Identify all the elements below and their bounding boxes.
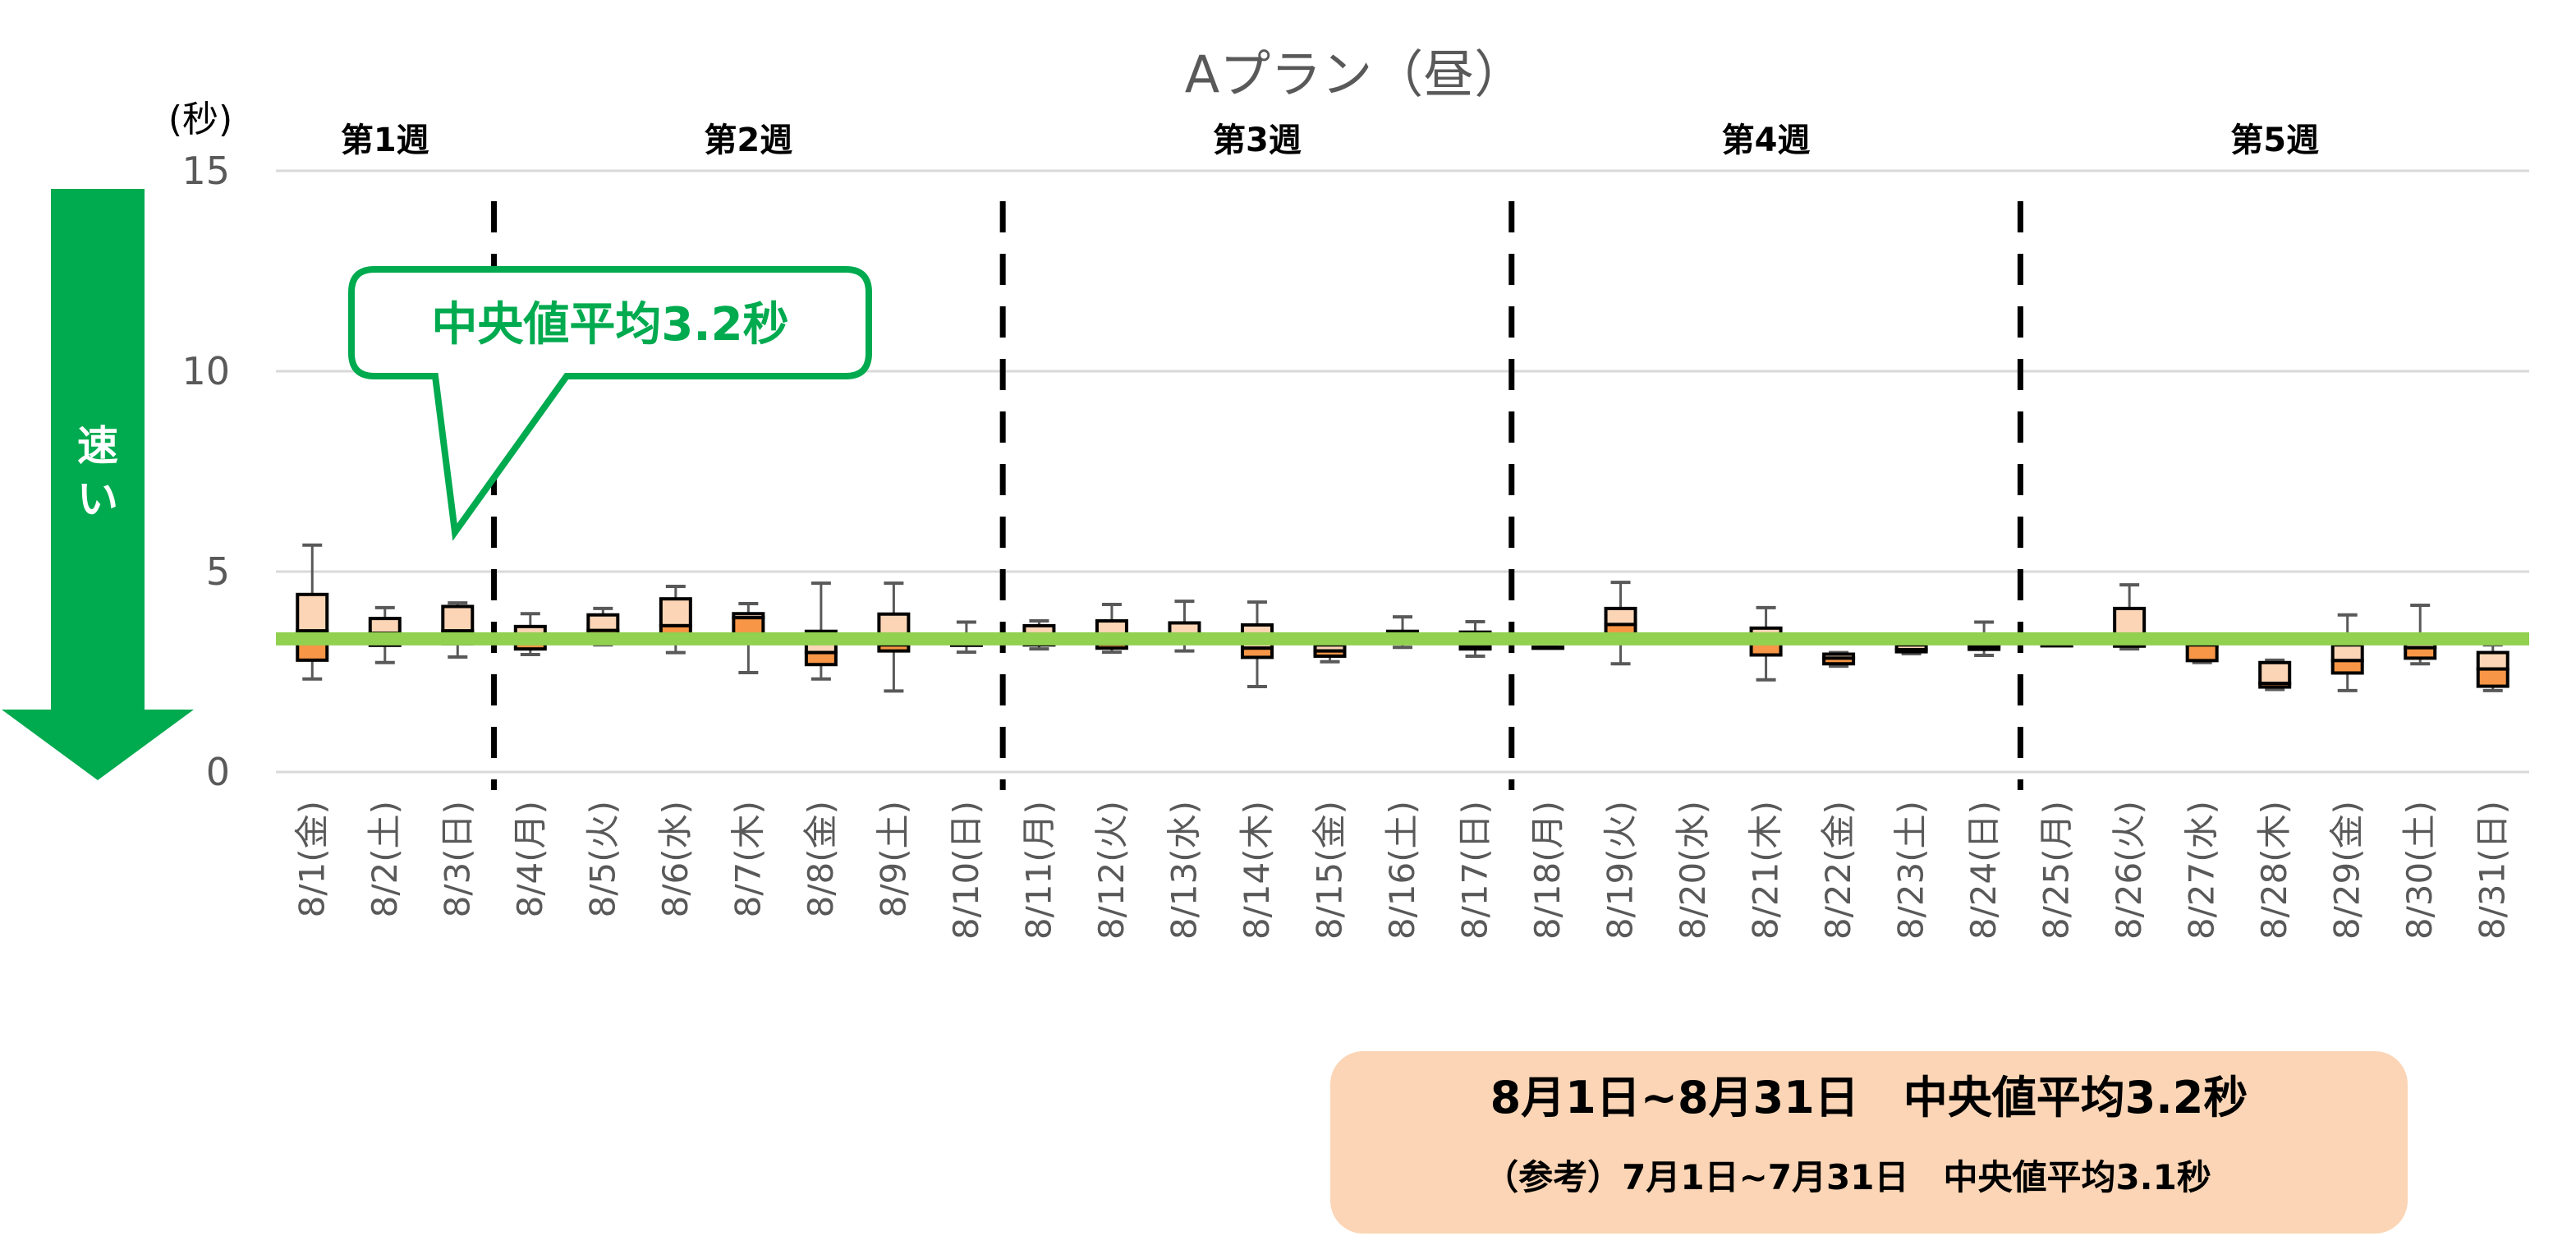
summary-line-2: （参考）7月1日~7月31日 中央値平均3.1秒 [1484, 1157, 2211, 1197]
box-upper [1604, 606, 1637, 627]
y-tick-label: 15 [181, 149, 230, 193]
summary-box: 8月1日~8月31日 中央値平均3.2秒 （参考）7月1日~7月31日 中央値平… [1330, 1051, 2408, 1234]
box-22 [1894, 643, 1928, 656]
box-upper [2258, 660, 2292, 686]
chart-title: Aプラン（昼） [1185, 44, 1525, 104]
x-tick-label: 8/3(日) [437, 801, 477, 917]
y-axis-label: (秒) [168, 99, 232, 140]
box-upper [659, 597, 692, 627]
x-tick-label: 8/18(月) [1527, 801, 1568, 940]
box-upper [296, 592, 329, 633]
box-7 [804, 581, 838, 681]
x-tick-label: 8/26(火) [2109, 801, 2149, 940]
box-26 [2185, 643, 2219, 664]
x-tick-label: 8/12(火) [1091, 801, 1132, 940]
x-tick-label: 8/28(木) [2254, 801, 2294, 940]
x-tick-label: 8/4(月) [510, 801, 550, 917]
x-tick-label: 8/15(金) [1309, 801, 1349, 940]
arrow-label-2: い [77, 476, 118, 523]
x-tick-label: 8/17(日) [1455, 801, 1495, 940]
x-tick-label: 8/20(水) [1673, 801, 1713, 940]
down-arrow-icon [2, 189, 194, 780]
box-lower [804, 650, 838, 667]
x-tick-label: 8/10(日) [946, 801, 986, 940]
x-tick-label: 8/21(木) [1746, 801, 1786, 940]
x-tick-label: 8/6(水) [655, 801, 696, 917]
x-tick-label: 8/25(月) [2036, 801, 2077, 940]
x-tick-label: 8/2(土) [365, 801, 405, 917]
box-14 [1313, 641, 1347, 664]
x-tick-label: 8/14(木) [1237, 801, 1277, 940]
week-label: 第4週 [1722, 122, 1811, 159]
x-tick-label: 8/24(日) [1963, 801, 2004, 940]
box-28 [2330, 613, 2364, 692]
x-tick-label: 8/13(水) [1164, 801, 1204, 940]
box-18 [1604, 581, 1637, 666]
x-tick-label: 8/11(月) [1018, 801, 1058, 940]
box-lower [1313, 649, 1347, 658]
x-tick-label: 8/19(火) [1600, 801, 1641, 940]
box-lower [2330, 659, 2364, 675]
boxes [276, 543, 2529, 693]
x-tick-label: 8/8(金) [801, 801, 841, 917]
faster-arrow: 速 い [2, 189, 194, 780]
y-tick-label: 5 [206, 549, 230, 594]
week-label: 第1週 [341, 122, 429, 159]
week-separators [491, 201, 2023, 790]
week-label: 第5週 [2230, 122, 2319, 159]
box-upper [441, 604, 475, 633]
box-lower [1894, 648, 1928, 654]
box-17 [1531, 646, 1565, 650]
box-lower [1968, 645, 2001, 651]
summary-background [1330, 1051, 2408, 1234]
x-tick-label: 8/27(水) [2182, 801, 2222, 940]
summary-line-1: 8月1日~8月31日 中央値平均3.2秒 [1490, 1072, 2248, 1123]
x-tick-label: 8/29(金) [2327, 801, 2367, 940]
x-tick-label: 8/16(土) [1382, 801, 1422, 940]
x-tick-label: 8/30(土) [2399, 801, 2440, 940]
x-tick-label: 8/9(土) [873, 801, 913, 917]
y-tick-label: 0 [206, 750, 230, 794]
box-upper [2330, 643, 2364, 663]
gridlines [276, 169, 2529, 774]
arrow-label-1: 速 [77, 422, 118, 470]
y-tick-labels: 0 5 10 15 [181, 149, 230, 794]
week-label: 第3週 [1213, 122, 1302, 159]
x-tick-label: 8/7(木) [728, 801, 768, 917]
box-lower [2404, 646, 2437, 660]
y-tick-label: 10 [181, 349, 230, 393]
box-upper [368, 617, 402, 636]
box-21 [1822, 650, 1856, 669]
box-lower [1458, 645, 1492, 651]
week-label: 第2週 [704, 122, 792, 159]
x-tick-labels: 8/1(金) 8/2(土) 8/3(日) 8/4(月) 8/5(火) 8/6(水) 8/7(… [292, 801, 2512, 940]
callout-bubble [348, 266, 872, 541]
box-30 [2476, 643, 2509, 692]
box-5 [659, 585, 692, 655]
box-lower [2258, 682, 2292, 689]
x-tick-label: 8/23(土) [1891, 801, 1931, 940]
box-2 [441, 601, 475, 659]
box-27 [2258, 658, 2292, 692]
callout: 中央値平均3.2秒 [348, 266, 872, 541]
box-lower [1822, 656, 1856, 666]
x-tick-label: 8/1(金) [292, 801, 332, 917]
box-lower [1240, 646, 1274, 659]
x-tick-label: 8/31(日) [2473, 801, 2513, 940]
box-lower [1531, 646, 1565, 650]
week-labels: 第1週 第2週 第3週 第4週 第5週 [341, 122, 2319, 159]
box-lower [877, 643, 911, 653]
box-lower [2476, 667, 2509, 688]
x-tick-label: 8/5(火) [582, 801, 622, 917]
box-lower [2185, 643, 2219, 663]
box-upper [586, 613, 620, 632]
callout-text: 中央値平均3.2秒 [431, 298, 788, 352]
box-0 [296, 543, 329, 681]
box-lower [296, 629, 329, 662]
x-tick-label: 8/22(金) [1818, 801, 1858, 940]
box-upper [2476, 650, 2509, 671]
